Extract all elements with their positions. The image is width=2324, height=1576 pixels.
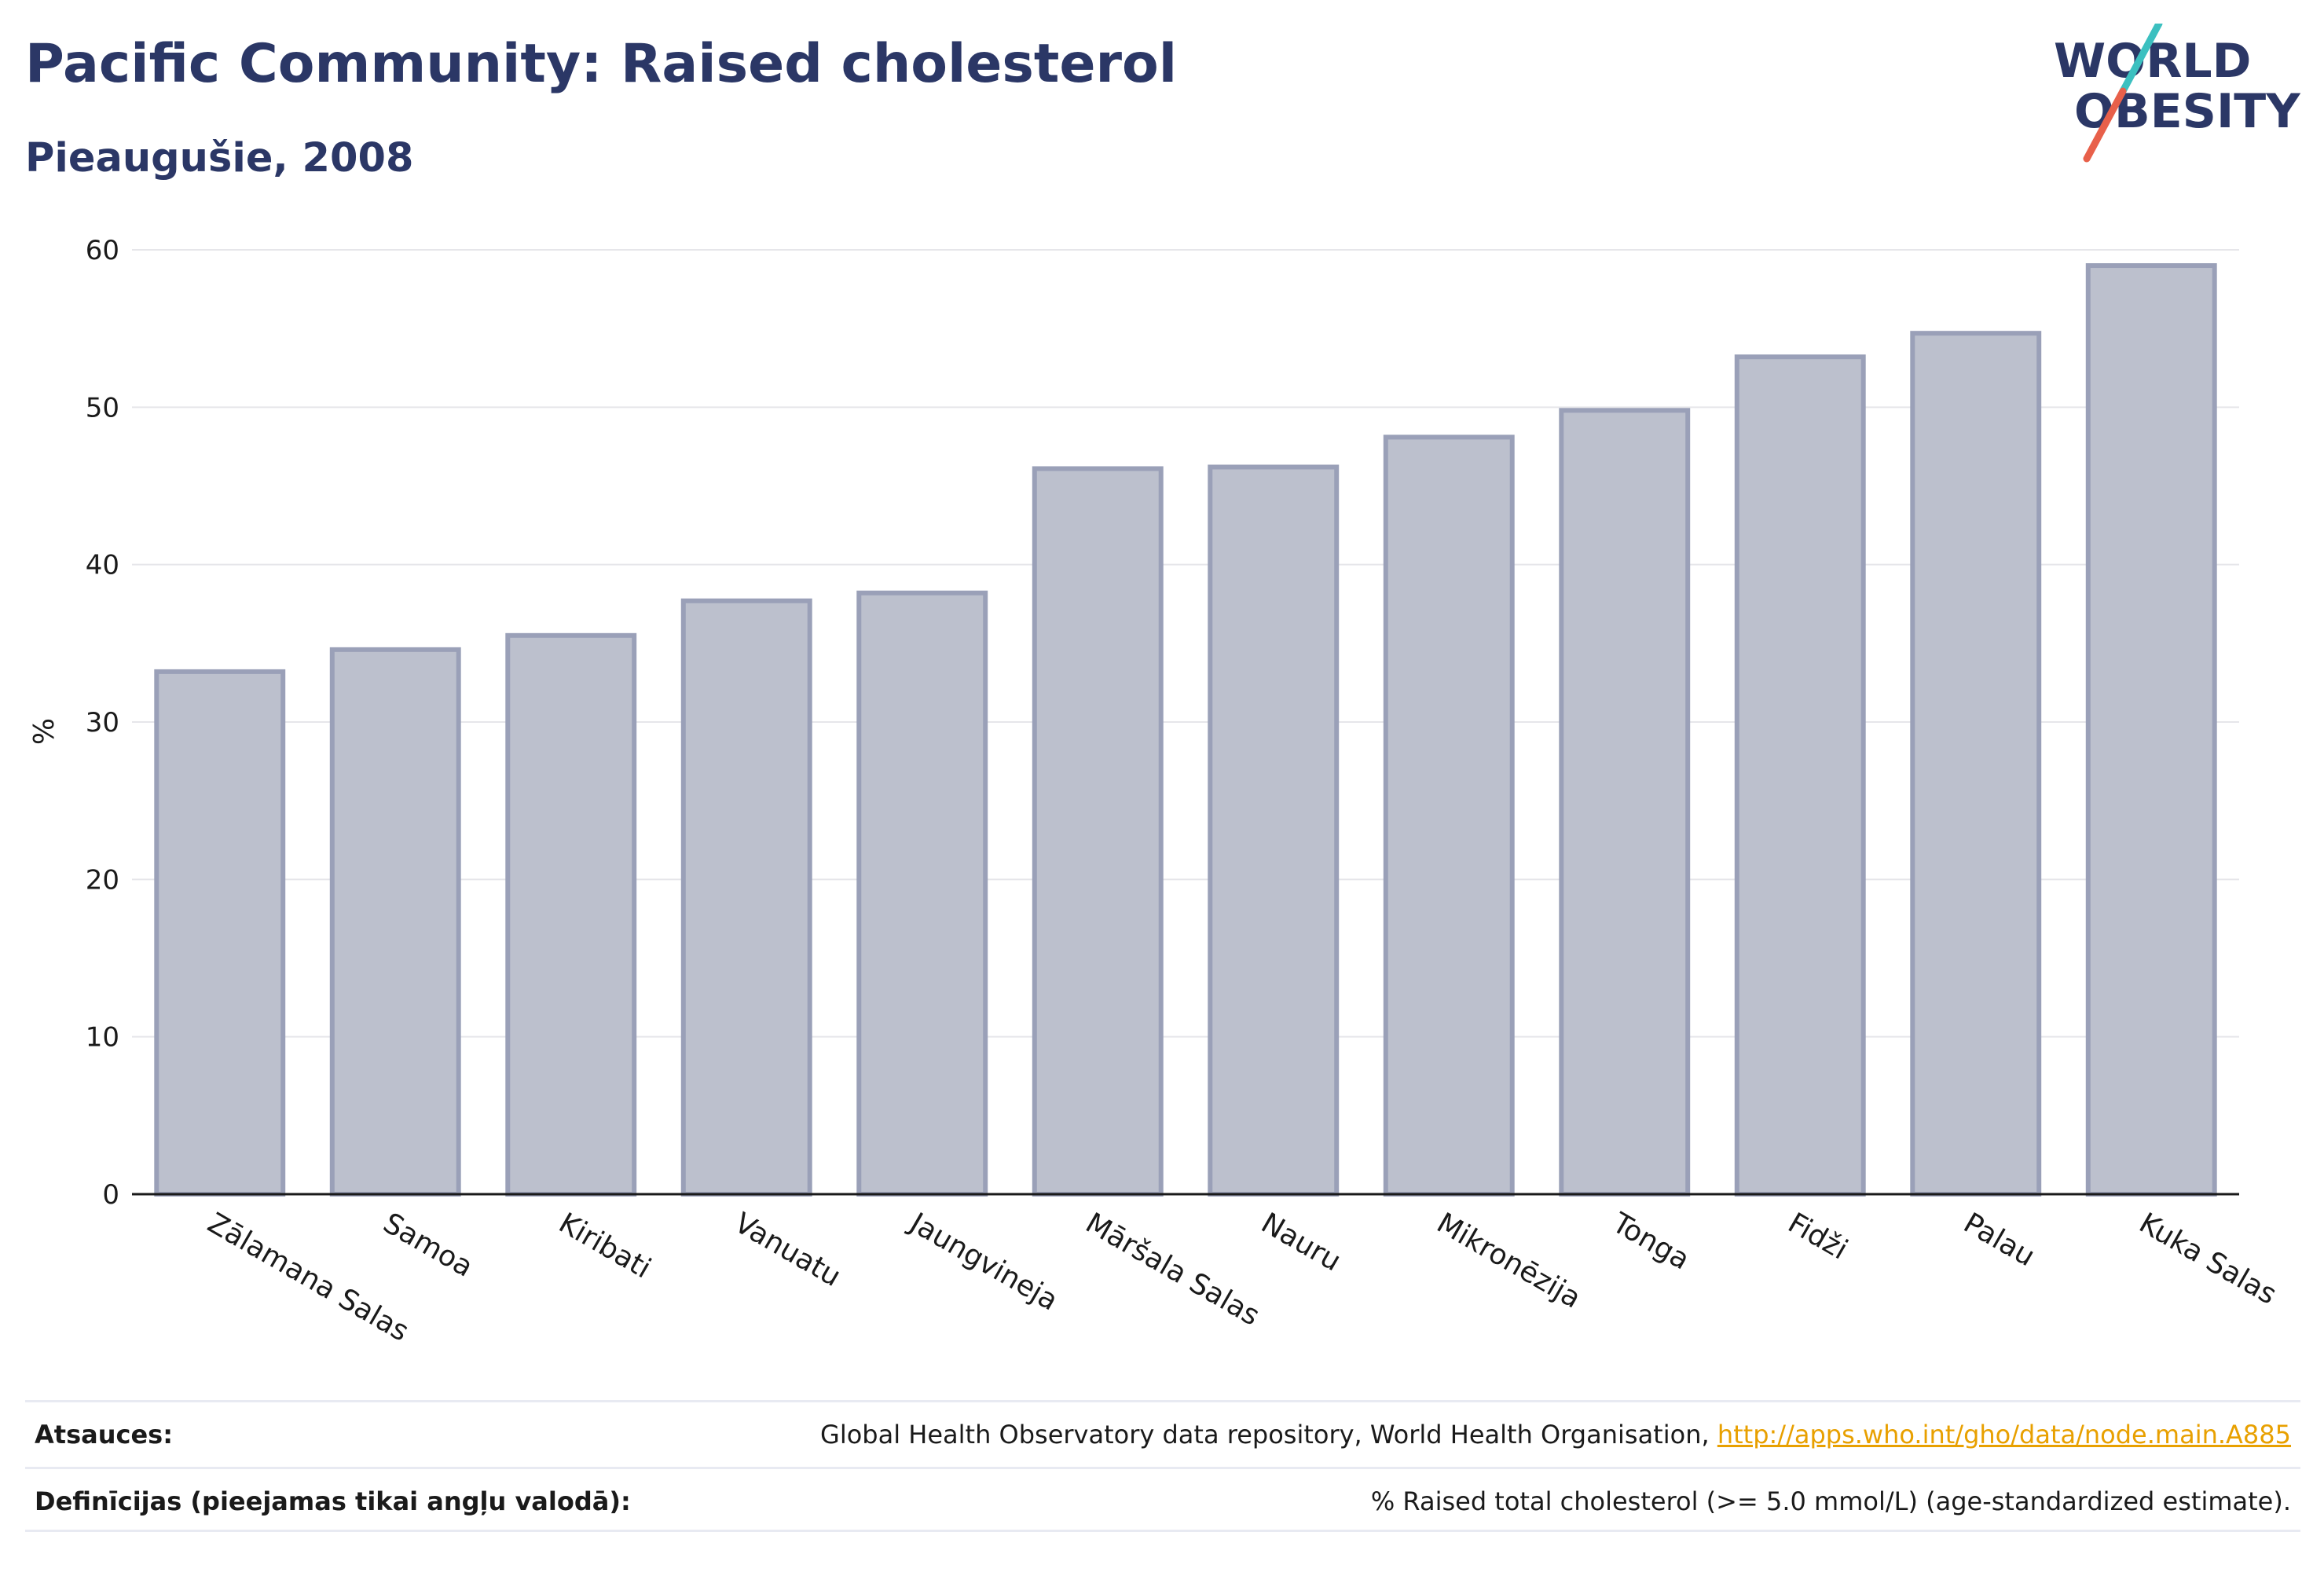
x-tick-label: Mikronēzija	[1431, 1207, 1586, 1314]
sources-row: Atsauces: Global Health Observatory data…	[25, 1402, 2300, 1465]
definitions-label: Definīcijas (pieejamas tikai angļu valod…	[35, 1486, 631, 1516]
definitions-value: % Raised total cholesterol (>= 5.0 mmol/…	[1370, 1486, 2291, 1516]
y-axis-label: %	[28, 718, 60, 745]
bar	[505, 632, 637, 1197]
y-tick-label: 50	[86, 392, 119, 423]
bar	[1383, 434, 1515, 1197]
world-obesity-logo: WORLD OBESITY	[2054, 24, 2301, 163]
footer-rule-top	[25, 1400, 2300, 1402]
sources-text: Global Health Observatory data repositor…	[820, 1420, 1717, 1450]
definitions-row: Definīcijas (pieejamas tikai angļu valod…	[25, 1469, 2300, 1532]
bar	[1910, 331, 2042, 1197]
y-tick-label: 20	[86, 864, 119, 896]
x-tick-label: Māršala Salas	[1080, 1207, 1265, 1332]
bar	[1208, 464, 1340, 1197]
chart-title: Pacific Community: Raised cholesterol	[25, 33, 1178, 95]
y-tick-label: 10	[86, 1022, 119, 1054]
x-tick-label: Vanuatu	[729, 1207, 846, 1293]
sources-label: Atsauces:	[35, 1420, 173, 1450]
x-tick-label: Samoa	[378, 1207, 478, 1284]
y-tick-label: 60	[86, 235, 119, 266]
grid-lines	[132, 249, 2239, 1038]
bar	[680, 598, 812, 1197]
bar	[1734, 354, 1866, 1197]
sources-link[interactable]: http://apps.who.int/gho/data/node.main.A…	[1717, 1420, 2291, 1450]
x-tick-label: Kiribati	[553, 1207, 656, 1285]
x-tick-label: Tonga	[1606, 1207, 1695, 1277]
x-tick-label: Fidži	[1783, 1207, 1853, 1266]
bar	[329, 647, 461, 1197]
logo-slash-teal	[2119, 24, 2163, 95]
y-tick-label: 0	[102, 1179, 119, 1211]
x-tick-label: Jaungvineja	[904, 1206, 1064, 1317]
sources-value: Global Health Observatory data repositor…	[820, 1420, 2291, 1450]
bar	[2085, 263, 2217, 1197]
footer-rule-bottom	[25, 1530, 2300, 1532]
x-tick-label: Nauru	[1255, 1207, 1346, 1277]
bar	[1559, 408, 1691, 1197]
footer-rule-middle	[25, 1467, 2300, 1469]
x-tick-label: Palau	[1958, 1207, 2040, 1273]
bars	[154, 263, 2217, 1197]
bar	[1032, 466, 1164, 1197]
x-tick-label: Kuka Salas	[2134, 1207, 2282, 1311]
bar	[856, 590, 988, 1197]
y-tick-label: 40	[86, 550, 119, 581]
y-tick-label: 30	[86, 707, 119, 739]
logo-slash-red	[2083, 87, 2127, 163]
bar	[154, 669, 286, 1197]
chart-subtitle: Pieaugušie, 2008	[25, 135, 414, 181]
